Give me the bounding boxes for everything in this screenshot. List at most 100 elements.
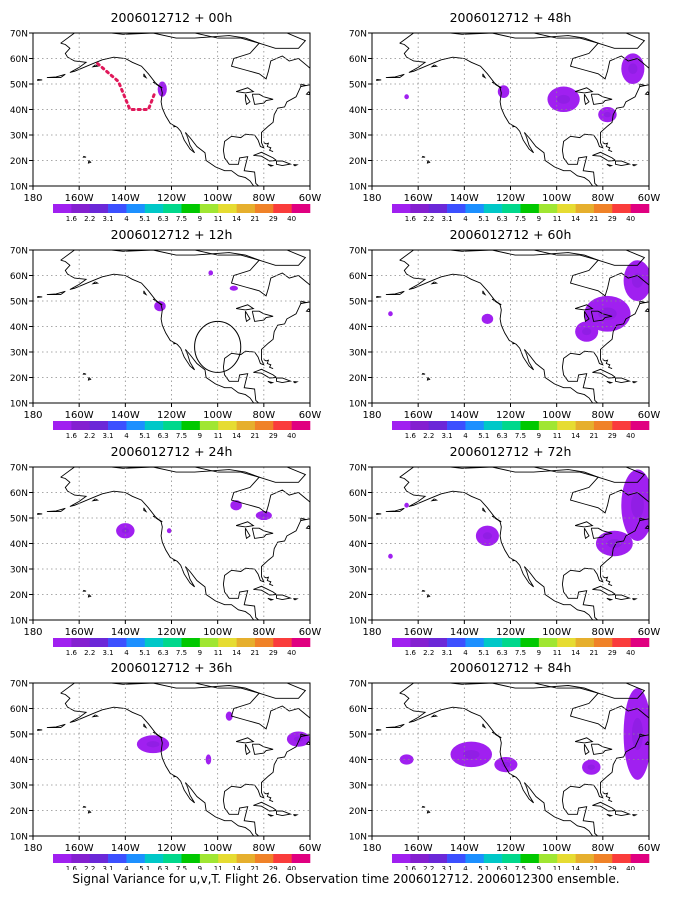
lon-label: 180	[362, 627, 381, 638]
panel-title: 2006012712 + 36h	[111, 660, 233, 675]
lon-label: 160W	[404, 193, 433, 204]
coastline	[482, 73, 487, 79]
panel-content	[33, 683, 310, 836]
colorbar-swatch	[447, 854, 466, 863]
colorbar-label: 11	[553, 215, 562, 223]
lat-label: 60N	[10, 705, 28, 715]
colorbar-swatch	[163, 638, 182, 647]
coastline	[305, 91, 310, 96]
coastline	[192, 250, 307, 266]
coastline	[644, 91, 649, 96]
panel-content	[372, 250, 649, 403]
coastline	[644, 525, 649, 530]
lon-label: 140W	[450, 843, 479, 854]
lon-label: 80W	[592, 193, 615, 204]
colorbar-label: 1.6	[405, 215, 417, 223]
lat-label: 30N	[349, 782, 367, 792]
coastline	[602, 359, 613, 370]
colorbar-swatch	[89, 854, 109, 863]
lon-label: 180	[23, 193, 42, 204]
signal-core	[146, 741, 160, 748]
colorbar-label: 11	[214, 865, 223, 870]
signal-region	[157, 81, 167, 97]
coastline	[91, 281, 100, 285]
colorbar-swatch	[392, 204, 411, 213]
colorbar-swatch	[465, 638, 485, 647]
signal-region	[229, 285, 238, 291]
coastline	[421, 372, 426, 375]
colorbar-label: 9	[537, 865, 541, 870]
colorbar-swatch	[410, 204, 430, 213]
coastline	[60, 42, 255, 186]
colorbar-swatch	[126, 854, 146, 863]
lon-label: 180	[362, 410, 381, 421]
colorbar-label: 6.3	[158, 649, 169, 657]
colorbar-label: 2.2	[84, 432, 95, 440]
coastline	[639, 517, 647, 522]
colorbar-swatch	[108, 854, 127, 863]
colorbar-swatch	[428, 638, 448, 647]
colorbar-label: 6.3	[497, 215, 508, 223]
colorbar-label: 1.6	[66, 432, 78, 440]
colorbar-label: 9	[537, 649, 541, 657]
coastline	[244, 310, 251, 323]
colorbar-label: 4	[463, 215, 468, 223]
colorbar-label: 5.1	[478, 215, 489, 223]
lon-label: 60W	[299, 193, 322, 204]
signal-core	[631, 717, 643, 751]
lat-label: 20N	[349, 807, 367, 817]
colorbar-label: 21	[589, 865, 598, 870]
lat-label: 70N	[349, 680, 367, 690]
lon-label: 140W	[111, 843, 140, 854]
coastline	[305, 525, 310, 530]
lat-label: 20N	[349, 374, 367, 384]
colorbar-swatch	[520, 854, 540, 863]
signal-core	[630, 492, 644, 518]
colorbar-swatch	[181, 854, 201, 863]
colorbar-label: 4	[463, 432, 468, 440]
coastline	[251, 310, 274, 322]
lon-label: 60W	[299, 410, 322, 421]
lat-label: 20N	[10, 807, 28, 817]
colorbar-label: 7.5	[176, 649, 187, 657]
colorbar-label: 2.2	[423, 215, 434, 223]
lat-label: 30N	[10, 349, 28, 359]
colorbar-label: 11	[553, 865, 562, 870]
lon-label: 80W	[253, 843, 276, 854]
colorbar-swatch	[199, 421, 219, 430]
coastline	[590, 93, 613, 105]
coastline	[263, 142, 274, 153]
colorbar-label: 21	[589, 649, 598, 657]
colorbar-label: 40	[626, 865, 635, 870]
colorbar-swatch	[71, 638, 91, 647]
signal-region	[205, 754, 212, 765]
lat-label: 30N	[349, 566, 367, 576]
colorbar-swatch	[538, 638, 558, 647]
signal-core	[603, 111, 612, 118]
lat-label: 60N	[10, 489, 28, 499]
colorbar-label: 29	[269, 649, 278, 657]
colorbar-swatch	[163, 854, 182, 863]
coastline	[531, 683, 646, 699]
colorbar-swatch	[502, 854, 521, 863]
colorbar-label: 9	[198, 432, 202, 440]
coastline	[512, 125, 516, 128]
coastline	[430, 498, 439, 502]
colorbar-label: 3.1	[442, 865, 453, 870]
lon-label: 180	[362, 843, 381, 854]
lon-label: 100W	[542, 193, 571, 204]
coastline	[293, 598, 299, 601]
colorbar-swatch	[612, 854, 631, 863]
colorbar-swatch	[612, 421, 631, 430]
colorbar-label: 14	[571, 215, 580, 223]
coastline	[300, 517, 308, 522]
colorbar-swatch	[538, 854, 558, 863]
lon-label: 80W	[253, 627, 276, 638]
colorbar-swatch	[89, 421, 109, 430]
lat-label: 70N	[10, 680, 28, 690]
colorbar-label: 7.5	[176, 215, 187, 223]
coastline	[574, 521, 594, 528]
colorbar-swatch	[71, 854, 91, 863]
colorbar-swatch	[144, 204, 164, 213]
colorbar-swatch	[144, 854, 164, 863]
